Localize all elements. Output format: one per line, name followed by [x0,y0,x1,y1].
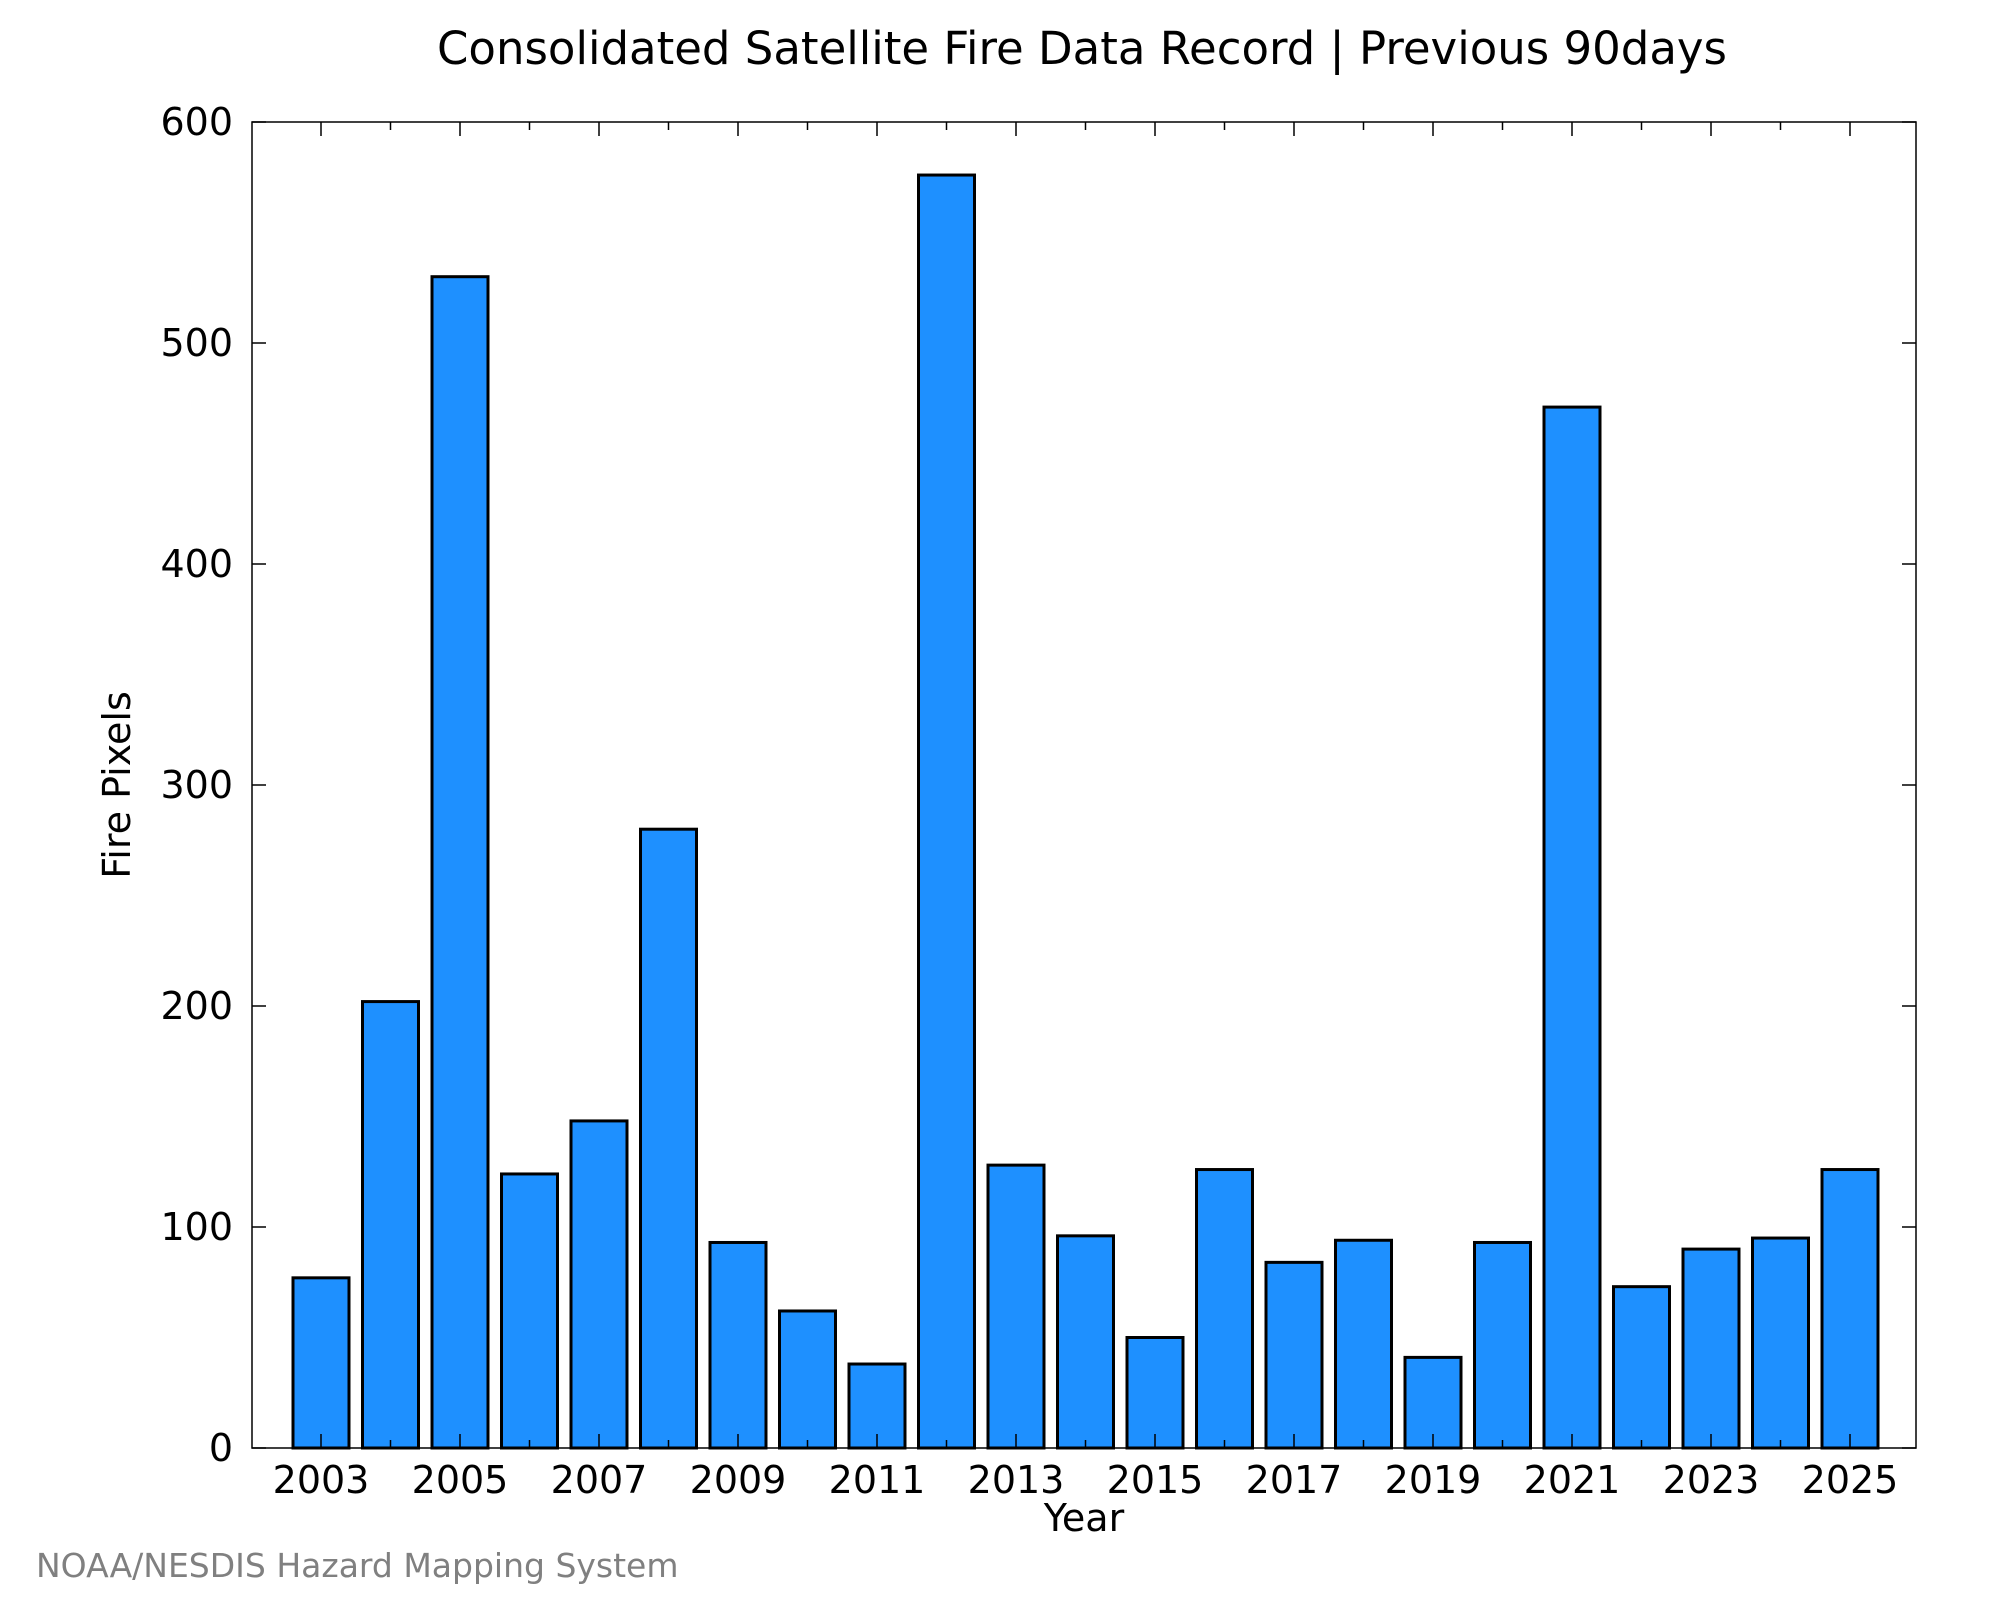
x-tick-label-2017: 2017 [1246,1458,1343,1502]
bar-2007 [569,1119,629,1450]
bar-2006 [500,1172,559,1450]
credit-text: NOAA/NESDIS Hazard Mapping System [36,1546,679,1585]
bar-2023 [1681,1247,1741,1450]
x-tick-label-2013: 2013 [968,1458,1065,1502]
bar-2025 [1820,1168,1880,1450]
x-axis-label: Year [1043,1496,1125,1540]
x-tick-label-2019: 2019 [1385,1458,1482,1502]
bar-2012 [917,173,976,1450]
x-tick-label-2009: 2009 [690,1458,787,1502]
x-tick-label-2025: 2025 [1802,1458,1899,1502]
x-tick-label-2007: 2007 [551,1458,648,1502]
bar-2004 [361,1000,420,1450]
y-tick-label-600: 600 [160,100,233,144]
bar-2020 [1473,1240,1532,1450]
ticks-layer: 2003 2005 2007 2009 2011 2013 2015 2017 2019 2021… [160,100,1916,1502]
y-tick-label-100: 100 [160,1205,233,1249]
y-tick-label-400: 400 [160,542,233,586]
bar-2003 [291,1276,351,1450]
x-tick-label-2021: 2021 [1524,1458,1621,1502]
bar-2021 [1542,405,1602,1450]
x-tick-label-2015: 2015 [1107,1458,1204,1502]
y-tick-label-200: 200 [160,984,233,1028]
bar-2018 [1334,1238,1393,1450]
bar-2013 [986,1163,1046,1450]
x-tick-label-2011: 2011 [829,1458,926,1502]
plot-frame [251,121,1917,1449]
y-tick-label-300: 300 [160,763,233,807]
bar-2009 [708,1240,768,1450]
y-tick-label-500: 500 [160,321,233,365]
x-tick-label-2003: 2003 [273,1458,370,1502]
bar-2016 [1195,1168,1254,1450]
bar-2022 [1612,1285,1671,1450]
bar-2014 [1056,1234,1115,1450]
bar-2015 [1125,1336,1185,1450]
bars-layer [291,173,1880,1450]
x-tick-label-2005: 2005 [412,1458,509,1502]
y-axis-label: Fire Pixels [95,691,139,879]
x-tick-label-2023: 2023 [1663,1458,1760,1502]
bar-2024 [1751,1236,1810,1450]
bar-2008 [639,827,698,1450]
y-tick-label-0: 0 [209,1426,233,1470]
bar-2017 [1264,1260,1324,1450]
chart-title: Consolidated Satellite Fire Data Record … [437,22,1727,75]
bar-2005 [430,275,490,1450]
bar-2010 [778,1309,837,1450]
